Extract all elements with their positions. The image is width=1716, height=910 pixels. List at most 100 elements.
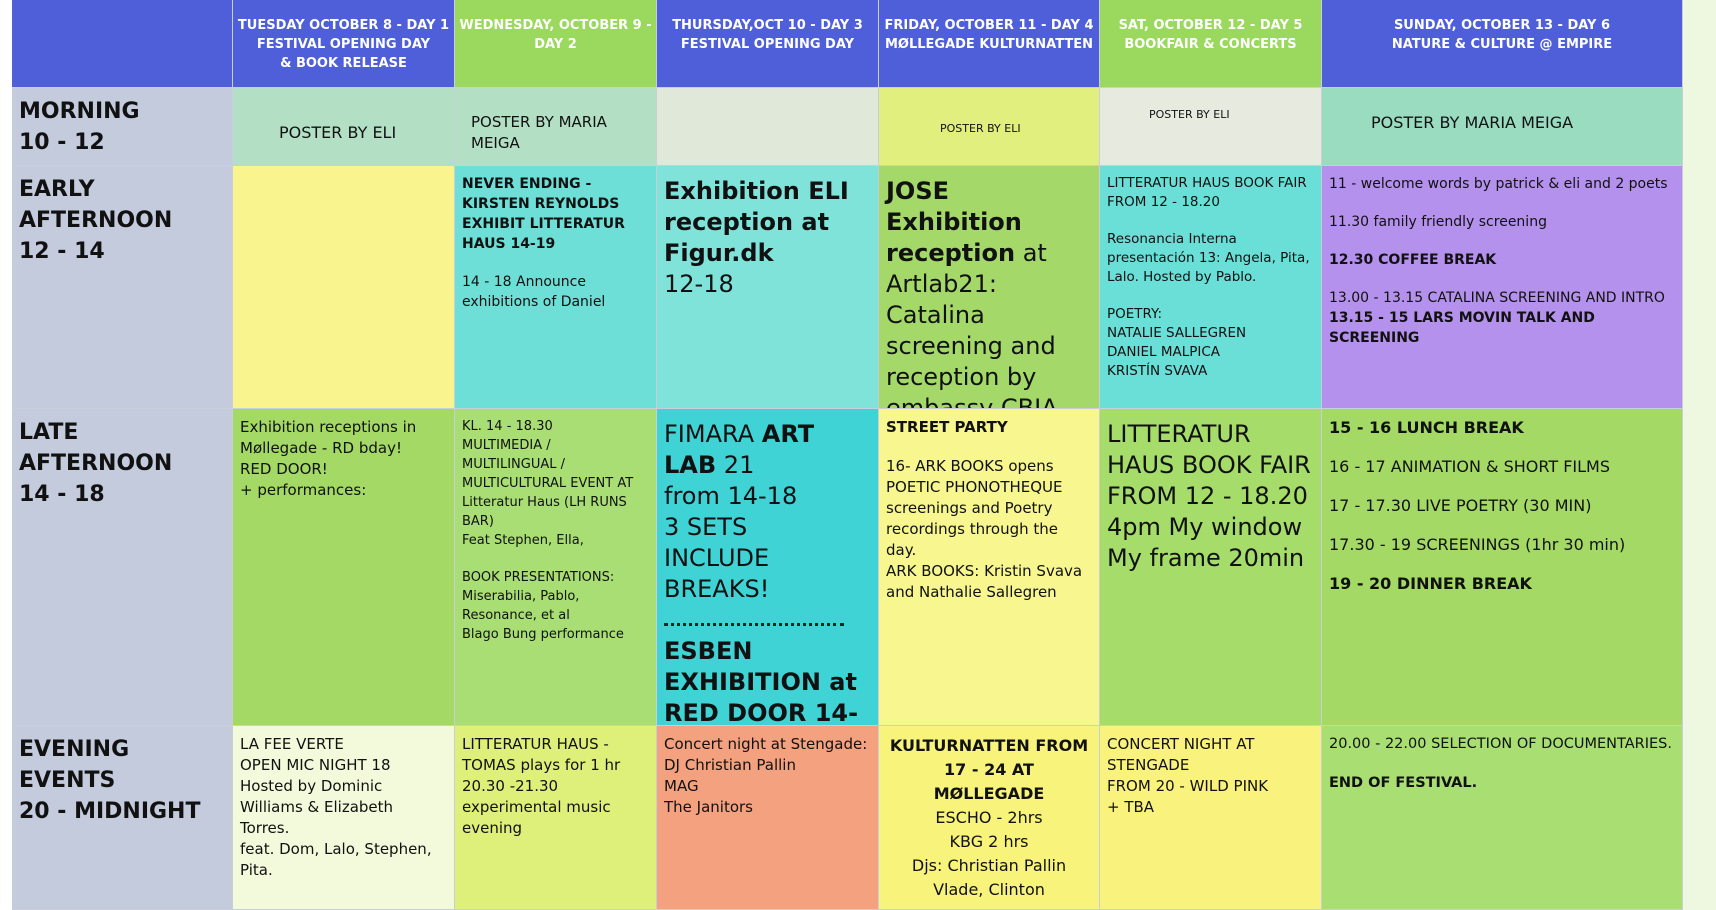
row-label: LATE AFTERNOON 14 - 18 xyxy=(12,409,233,726)
paragraph: 11.30 family friendly screening xyxy=(1329,214,1547,230)
paragraph: LA FEE VERTE OPEN MIC NIGHT 18 Hosted by… xyxy=(240,735,432,879)
cell: POSTER BY ELI xyxy=(1100,88,1322,166)
column-header: SAT, OCTOBER 12 - DAY 5 BOOKFAIR & CONCER… xyxy=(1100,0,1322,88)
paragraph: ESCHO - 2hrs KBG 2 hrs Djs: Christian Pa… xyxy=(911,808,1067,899)
cell: Concert night at Stengade: DJ Christian … xyxy=(657,726,879,910)
cell: LITTERATUR HAUS BOOK FAIR FROM 12 - 18.2… xyxy=(1100,166,1322,409)
text-run: ART LAB xyxy=(664,420,815,479)
cell: STREET PARTY 16- ARK BOOKS opens POETIC P… xyxy=(879,409,1100,726)
paragraph: 13.15 - 15 LARS MOVIN TALK AND SCREENING xyxy=(1329,310,1595,346)
cell: LITTERATUR HAUS BOOK FAIR FROM 12 - 18.2… xyxy=(1100,409,1322,726)
paragraph: 13.00 - 13.15 CATALINA SCREENING AND INT… xyxy=(1329,290,1665,306)
cell: POSTER BY ELI xyxy=(879,88,1100,166)
paragraph: STREET PARTY xyxy=(886,418,1008,436)
paragraph: Exhibition ELI reception at Figur.dk xyxy=(664,177,849,267)
paragraph: POSTER BY MARIA MEIGA xyxy=(1371,113,1574,132)
text-run: JOSE Exhibition reception xyxy=(886,177,1022,267)
paragraph: 16- ARK BOOKS opens POETIC PHONOTHEQUE s… xyxy=(886,457,1083,601)
cell: 11 - welcome words by patrick & eli and … xyxy=(1322,166,1683,409)
corner xyxy=(12,0,233,88)
header-line: BOOKFAIR & CONCERTS xyxy=(1124,37,1297,52)
header-line: SUNDAY, OCTOBER 13 - DAY 6 xyxy=(1393,18,1611,33)
paragraph: KL. 14 - 18.30 MULTIMEDIA / MULTILINGUAL… xyxy=(462,419,634,548)
label-line: 20 - MIDNIGHT xyxy=(19,799,201,824)
header-line: & BOOK RELEASE xyxy=(280,56,407,71)
paragraph: 11 - welcome words by patrick & eli and … xyxy=(1329,176,1668,192)
paragraph: 17 - 17.30 LIVE POETRY (30 MIN) xyxy=(1329,496,1592,515)
column-header: SUNDAY, OCTOBER 13 - DAY 6 NATURE & CULTU… xyxy=(1322,0,1683,88)
paragraph: Concert night at Stengade: DJ Christian … xyxy=(664,735,868,816)
header-line: SAT, OCTOBER 12 - DAY 5 xyxy=(1118,18,1303,33)
paragraph: 20.00 - 22.00 SELECTION OF DOCUMENTARIES… xyxy=(1329,736,1672,752)
paragraph: 15 - 16 LUNCH BREAK xyxy=(1329,418,1524,437)
cell: POSTER BY MARIA MEIGA xyxy=(455,88,657,166)
label-line: MORNING xyxy=(19,99,140,124)
label-line: 14 - 18 xyxy=(19,482,105,507)
cell xyxy=(233,166,455,409)
paragraph: POETRY: NATALIE SALLEGREN DANIEL MALPICA… xyxy=(1107,306,1247,379)
header-line: FRIDAY, OCTOBER 11 - DAY 4 xyxy=(884,18,1094,33)
cell: Exhibition receptions in Møllegade - RD … xyxy=(233,409,455,726)
paragraph: LITTERATUR HAUS - TOMAS plays for 1 hr 2… xyxy=(462,735,621,837)
paragraph: 19 - 20 DINNER BREAK xyxy=(1329,574,1532,593)
text-run: 21 from 14-18 3 SETS INCLUDE BREAKS! xyxy=(664,451,798,603)
row-label: EVENING EVENTS 20 - MIDNIGHT xyxy=(12,726,233,910)
cell: 20.00 - 22.00 SELECTION OF DOCUMENTARIES… xyxy=(1322,726,1683,910)
cell: KULTURNATTEN FROM 17 - 24 AT MØLLEGADE ES… xyxy=(879,726,1100,910)
paragraph: POSTER BY MARIA MEIGA xyxy=(471,113,607,152)
header-line: FESTIVAL OPENING DAY xyxy=(680,37,855,52)
cell: 15 - 16 LUNCH BREAK 16 - 17 ANIMATION & S… xyxy=(1322,409,1683,726)
paragraph: NEVER ENDING - KIRSTEN REYNOLDS EXHIBIT … xyxy=(462,176,625,252)
cell: POSTER BY ELI xyxy=(233,88,455,166)
header-line: FESTIVAL OPENING DAY xyxy=(256,37,431,52)
cell: JOSE Exhibition reception at Artlab21: C… xyxy=(879,166,1100,409)
row-label: EARLY AFTERNOON 12 - 14 xyxy=(12,166,233,409)
header-line: THURSDAY,OCT 10 - DAY 3 xyxy=(672,18,863,33)
paragraph: 14 - 18 Announce exhibitions of Daniel xyxy=(462,274,606,310)
label-line: EVENING EVENTS xyxy=(19,737,130,793)
dotted-divider xyxy=(664,623,844,626)
text-run: FIMARA xyxy=(664,420,762,448)
row-label: MORNING 10 - 12 xyxy=(12,88,233,166)
cell: LA FEE VERTE OPEN MIC NIGHT 18 Hosted by… xyxy=(233,726,455,910)
paragraph: LITTERATUR HAUS BOOK FAIR FROM 12 - 18.2… xyxy=(1107,420,1311,572)
paragraph: POSTER BY ELI xyxy=(1149,108,1230,121)
paragraph: KULTURNATTEN FROM 17 - 24 AT MØLLEGADE xyxy=(889,736,1089,803)
paragraph: Exhibition receptions in Møllegade - RD … xyxy=(240,418,417,499)
label-line: 12 - 14 xyxy=(19,239,105,264)
cell: LITTERATUR HAUS - TOMAS plays for 1 hr 2… xyxy=(455,726,657,910)
right-strip xyxy=(1683,0,1716,910)
header-line: DAY 2 xyxy=(534,37,577,52)
header-line: NATURE & CULTURE @ EMPIRE xyxy=(1391,37,1613,52)
column-header: THURSDAY,OCT 10 - DAY 3 FESTIVAL OPENING … xyxy=(657,0,879,88)
label-line: EARLY xyxy=(19,177,95,202)
paragraph: Resonancia Interna presentación 13: Ange… xyxy=(1107,231,1310,285)
header-line: MØLLEGADE KULTURNATTEN xyxy=(884,37,1094,52)
text-run: at Artlab21: Catalina screening and rece… xyxy=(886,239,1058,409)
paragraph: BOOK PRESENTATIONS: Miserabilia, Pablo, … xyxy=(462,570,624,642)
paragraph: FIMARA ART LAB 21 from 14-18 3 SETS INCL… xyxy=(664,419,871,605)
paragraph: CONCERT NIGHT AT STENGADE FROM 20 - WILD… xyxy=(1107,735,1269,816)
column-header: WEDNESDAY, OCTOBER 9 - DAY 2 xyxy=(455,0,657,88)
column-header: FRIDAY, OCTOBER 11 - DAY 4 MØLLEGADE KULT… xyxy=(879,0,1100,88)
header-line: WEDNESDAY, OCTOBER 9 - xyxy=(459,18,652,33)
paragraph: 17.30 - 19 SCREENINGS (1hr 30 min) xyxy=(1329,535,1626,554)
paragraph: 12.30 COFFEE BREAK xyxy=(1329,252,1497,268)
paragraph: 12-18 xyxy=(664,270,734,298)
paragraph: POSTER BY ELI xyxy=(279,123,397,142)
cell: NEVER ENDING - KIRSTEN REYNOLDS EXHIBIT … xyxy=(455,166,657,409)
cell xyxy=(657,88,879,166)
label-line: 10 - 12 xyxy=(19,130,105,155)
column-header: TUESDAY OCTOBER 8 - DAY 1 FESTIVAL OPENIN… xyxy=(233,0,455,88)
paragraph: POSTER BY ELI xyxy=(940,122,1021,135)
cell: CONCERT NIGHT AT STENGADE FROM 20 - WILD… xyxy=(1100,726,1322,910)
left-margin xyxy=(0,0,12,910)
paragraph: JOSE Exhibition reception at Artlab21: C… xyxy=(886,176,1092,409)
paragraph: END OF FESTIVAL. xyxy=(1329,775,1478,791)
paragraph: 16 - 17 ANIMATION & SHORT FILMS xyxy=(1329,457,1610,476)
paragraph: ESBEN EXHIBITION at RED DOOR 14-19 xyxy=(664,637,859,726)
cell: POSTER BY MARIA MEIGA xyxy=(1322,88,1683,166)
cell: Exhibition ELI reception at Figur.dk 12-1… xyxy=(657,166,879,409)
